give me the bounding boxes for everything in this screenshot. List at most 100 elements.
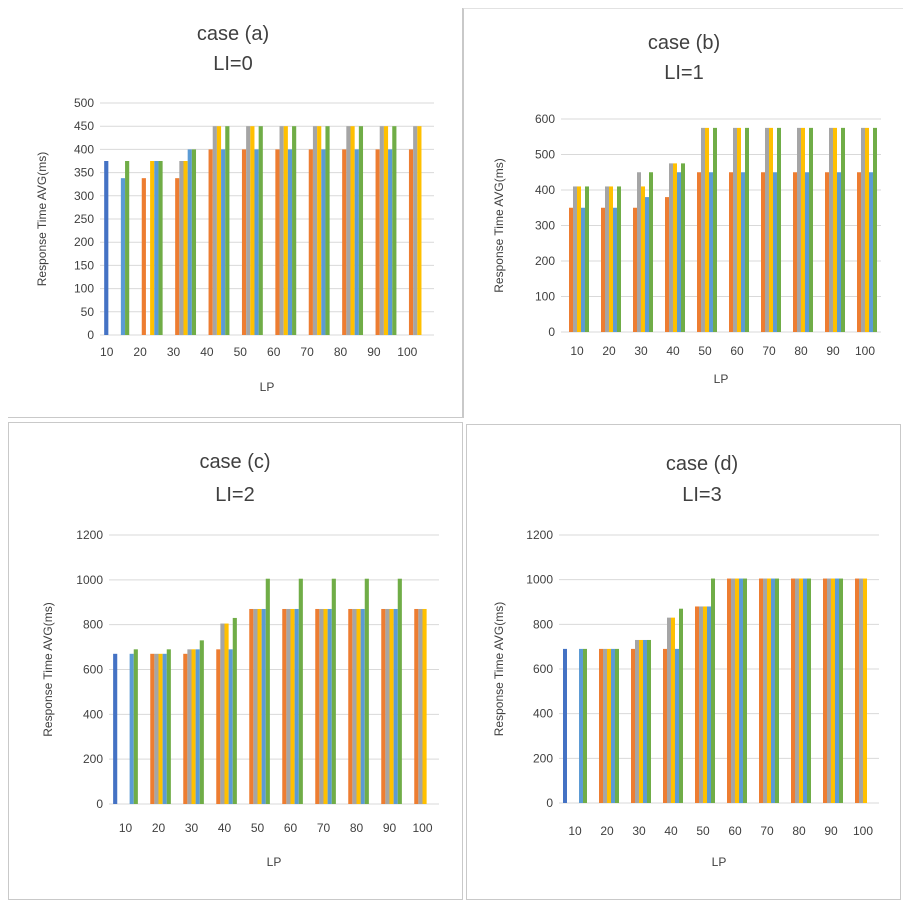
y-tick-label: 50 bbox=[81, 305, 95, 319]
bar bbox=[711, 578, 715, 803]
bar bbox=[801, 127, 805, 332]
x-tick-label: 90 bbox=[826, 344, 840, 358]
bar bbox=[179, 161, 184, 335]
x-tick-label: 10 bbox=[570, 344, 584, 358]
y-axis-label: Response Time AVG(ms) bbox=[492, 602, 506, 736]
bar bbox=[761, 172, 765, 332]
y-tick-label: 400 bbox=[533, 707, 553, 721]
y-tick-label: 0 bbox=[546, 796, 553, 810]
bar bbox=[791, 578, 795, 803]
x-tick-label: 60 bbox=[730, 344, 744, 358]
chart-title: case (a) bbox=[197, 23, 269, 45]
x-axis-label: LP bbox=[267, 855, 282, 869]
bar bbox=[393, 608, 398, 804]
bar bbox=[681, 163, 685, 332]
y-tick-label: 0 bbox=[548, 325, 555, 339]
x-tick-label: 50 bbox=[251, 821, 265, 835]
x-tick-label: 50 bbox=[698, 344, 712, 358]
bar bbox=[643, 639, 647, 803]
bar bbox=[319, 608, 324, 804]
x-axis-label: LP bbox=[714, 372, 729, 386]
y-tick-label: 1200 bbox=[526, 528, 553, 542]
bar bbox=[261, 608, 266, 804]
bar bbox=[773, 172, 777, 332]
bar bbox=[166, 649, 171, 804]
bar bbox=[777, 127, 781, 332]
chart-title: case (d) bbox=[666, 453, 738, 475]
bar bbox=[713, 127, 717, 332]
y-tick-label: 500 bbox=[74, 96, 94, 110]
x-tick-label: 30 bbox=[167, 345, 181, 359]
chart-case-a: case (a) LI=0 0 50 100 150 200 250 300 350 400 450 5… bbox=[35, 23, 434, 394]
bar bbox=[158, 161, 163, 335]
bar bbox=[342, 149, 347, 335]
bar bbox=[707, 606, 711, 803]
y-axis-label: Response Time AVG(ms) bbox=[41, 602, 55, 736]
bar bbox=[837, 172, 841, 332]
bar bbox=[697, 172, 701, 332]
bar bbox=[831, 578, 835, 803]
y-tick-label: 200 bbox=[533, 751, 553, 765]
x-tick-label: 100 bbox=[853, 824, 873, 838]
bar bbox=[350, 126, 355, 335]
y-tick-label: 250 bbox=[74, 212, 94, 226]
bar bbox=[613, 207, 617, 332]
bar bbox=[799, 578, 803, 803]
bar bbox=[861, 127, 865, 332]
bar bbox=[633, 207, 637, 332]
bar bbox=[703, 606, 707, 803]
y-tick-label: 600 bbox=[535, 112, 555, 126]
bar bbox=[212, 126, 217, 335]
x-tick-label: 100 bbox=[855, 344, 875, 358]
bar bbox=[793, 172, 797, 332]
bar bbox=[673, 163, 677, 332]
bar bbox=[413, 126, 418, 335]
bar bbox=[208, 149, 213, 335]
x-tick-label: 10 bbox=[100, 345, 114, 359]
bar bbox=[769, 127, 773, 332]
y-tick-label: 350 bbox=[74, 166, 94, 180]
bar bbox=[611, 648, 615, 803]
chart-case-d: case (d) LI=3 0 200 400 600 800 1000 1200 10 20 30 4… bbox=[492, 453, 879, 869]
y-tick-label: 1000 bbox=[526, 573, 553, 587]
x-tick-label: 60 bbox=[284, 821, 298, 835]
y-tick-label: 400 bbox=[535, 183, 555, 197]
x-tick-label: 50 bbox=[696, 824, 710, 838]
bar bbox=[803, 578, 807, 803]
bar bbox=[869, 172, 873, 332]
x-tick-label: 70 bbox=[317, 821, 331, 835]
bar bbox=[286, 608, 291, 804]
bar bbox=[833, 127, 837, 332]
y-tick-label: 0 bbox=[87, 328, 94, 342]
x-tick-label: 40 bbox=[664, 824, 678, 838]
x-axis-label: LP bbox=[260, 380, 275, 394]
bar bbox=[859, 578, 863, 803]
bar bbox=[645, 197, 649, 332]
bar bbox=[183, 161, 188, 335]
bar bbox=[175, 178, 180, 335]
bar bbox=[397, 578, 402, 804]
x-tick-label: 60 bbox=[267, 345, 281, 359]
bar bbox=[607, 648, 611, 803]
bar bbox=[763, 578, 767, 803]
bar bbox=[317, 126, 322, 335]
chart-panel-case-c: case (c) LI=2 0 200 400 600 800 1000 1200 10 20 30 4… bbox=[8, 422, 463, 900]
bar bbox=[807, 578, 811, 803]
bar bbox=[617, 186, 621, 332]
y-tick-label: 0 bbox=[96, 797, 103, 811]
bar bbox=[283, 126, 288, 335]
x-tick-label: 90 bbox=[383, 821, 397, 835]
bar bbox=[663, 648, 667, 803]
bar bbox=[743, 578, 747, 803]
bar bbox=[191, 149, 197, 335]
bar bbox=[649, 172, 653, 332]
bar bbox=[228, 649, 233, 804]
bar bbox=[759, 578, 763, 803]
bar bbox=[579, 648, 583, 803]
x-tick-label: 80 bbox=[794, 344, 808, 358]
bar bbox=[601, 207, 605, 332]
bar bbox=[224, 623, 229, 804]
bar bbox=[637, 172, 641, 332]
y-tick-label: 500 bbox=[535, 148, 555, 162]
bar bbox=[581, 207, 585, 332]
